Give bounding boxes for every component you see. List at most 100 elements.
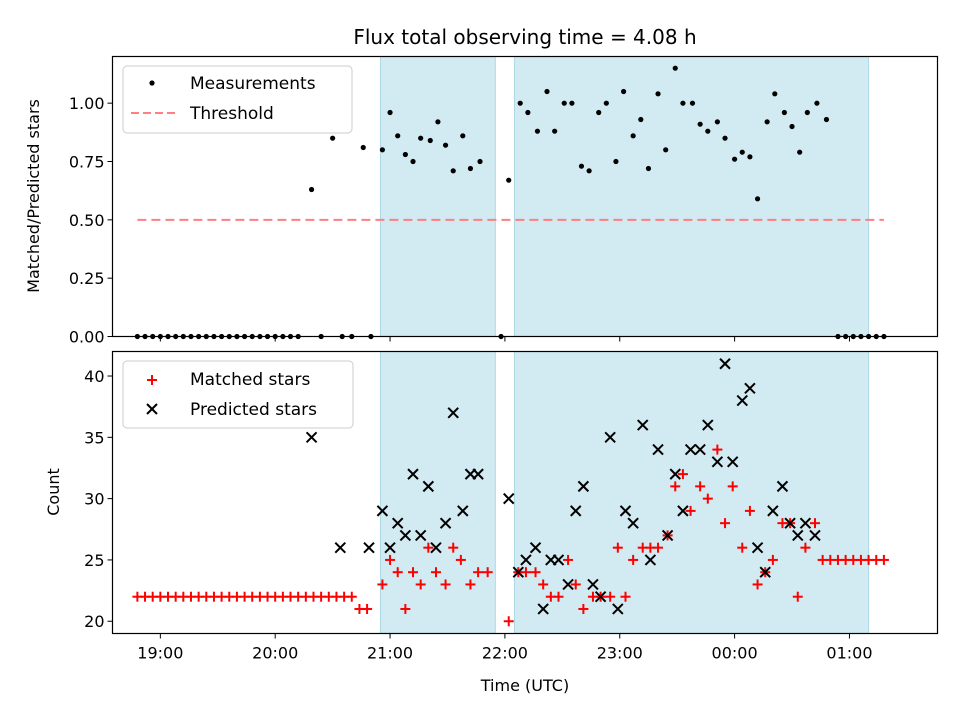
predicted-point: [430, 541, 442, 554]
measurement-point: [663, 147, 669, 153]
predicted-point: [447, 407, 459, 419]
x-tick-label: 22:00: [482, 644, 528, 663]
predicted-point-b: [562, 578, 574, 591]
predicted-point-b: [669, 468, 681, 480]
predicted-point: [399, 529, 412, 542]
predicted-point: [619, 505, 632, 517]
legend-marker-predicted: [146, 403, 158, 415]
top-x-ticks: [159, 336, 850, 342]
predicted-point: [644, 554, 657, 566]
matched-point: [727, 481, 738, 492]
measurement-point: [772, 91, 778, 97]
matched-point: [792, 591, 803, 602]
matched-point: [737, 542, 748, 553]
predicted-point: [537, 603, 549, 615]
predicted-point: [759, 566, 771, 578]
predicted-point-b: [711, 456, 724, 468]
predicted-point-b: [407, 468, 419, 480]
measurement-point: [544, 88, 550, 95]
measurement-point: [435, 119, 441, 125]
top-panel: 0.00 0.25 0.50 0.75 1.00 Matched/Predicted s…: [24, 55, 939, 347]
y-tick-label: 0.75: [69, 153, 105, 172]
measurement-point: [620, 88, 627, 95]
shaded-interval: [514, 351, 869, 634]
predicted-point-b: [661, 529, 674, 542]
measurement-point: [747, 154, 753, 160]
predicted-point: [677, 505, 689, 517]
matched-point: [809, 518, 820, 529]
matched-point: [392, 567, 403, 578]
measurement-point: [402, 151, 408, 158]
matched-point: [605, 591, 616, 602]
bottom-plot-frame: [111, 350, 939, 635]
measurement-point: [460, 133, 466, 139]
measurement-point: [714, 119, 720, 125]
measurement-point: [689, 100, 696, 106]
measurement-point: [569, 100, 575, 106]
predicted-point-b: [430, 541, 442, 554]
measurement-point: [506, 177, 512, 183]
predicted-point-b: [736, 394, 748, 407]
predicted-point: [503, 492, 515, 505]
predicted-point-b: [376, 505, 389, 517]
y-tick-label: 40: [84, 367, 104, 386]
legend-label-measurements: Measurements: [190, 74, 316, 94]
predicted-point-b: [677, 505, 689, 517]
predicted-point: [792, 529, 804, 542]
x-tick-label: 20:00: [252, 644, 298, 663]
predicted-point: [570, 505, 582, 517]
bottom-legend-box: [122, 360, 354, 429]
predicted-point-b: [570, 505, 582, 517]
y-tick-label: 20: [84, 612, 104, 631]
matched-point: [482, 567, 493, 578]
predicted-point-b: [472, 468, 484, 480]
measurement-point: [578, 163, 585, 169]
shaded-interval: [380, 351, 496, 634]
measurement-point: [410, 158, 416, 165]
predicted-point: [520, 554, 532, 566]
shaded-interval: [514, 56, 869, 337]
x-axis-label: Time (UTC): [480, 676, 569, 695]
predicted-point: [809, 529, 821, 542]
predicted-point-b: [619, 505, 632, 517]
matched-point: [473, 567, 484, 578]
matched-point: [578, 603, 589, 614]
predicted-point: [744, 382, 756, 394]
predicted-point: [334, 541, 346, 554]
predicted-point-b: [594, 591, 607, 603]
bottom-panel: 20 25 30 35 40 19:00 20:00 21:00 22:00 23:00 00:0…: [44, 350, 939, 695]
predicted-point-b: [503, 492, 515, 505]
predicted-point-b: [652, 443, 664, 456]
top-y-axis-label: Matched/Predicted stars: [24, 99, 43, 293]
matched-point: [702, 493, 713, 504]
predicted-point: [612, 603, 624, 615]
predicted-point-b: [684, 443, 697, 456]
predicted-point-b: [399, 529, 412, 542]
predicted-point-b: [457, 505, 469, 517]
predicted-point: [414, 529, 427, 542]
predicted-point: [736, 394, 748, 407]
measurement-point: [672, 65, 678, 71]
matched-point: [440, 579, 451, 590]
matched-point: [520, 567, 531, 578]
measurement-point: [517, 100, 523, 106]
predicted-point-b: [744, 382, 756, 394]
predicted-point-b: [776, 480, 789, 493]
predicted-point: [751, 541, 764, 554]
measurement-point: [450, 168, 456, 174]
predicted-point: [661, 529, 674, 542]
predicted-point: [512, 566, 525, 578]
predicted-point-b: [587, 578, 599, 591]
measurement-point: [418, 135, 424, 141]
bottom-series: [132, 358, 889, 627]
predicted-point: [702, 419, 714, 431]
y-tick-label: 0.25: [69, 269, 105, 288]
predicted-point-b: [792, 529, 804, 542]
measurement-point: [387, 109, 393, 116]
measurement-point: [561, 100, 567, 106]
predicted-point-b: [604, 431, 616, 444]
predicted-point-b: [751, 541, 764, 554]
matched-point: [400, 603, 411, 614]
measurement-point: [395, 133, 401, 139]
matched-point: [430, 567, 441, 578]
